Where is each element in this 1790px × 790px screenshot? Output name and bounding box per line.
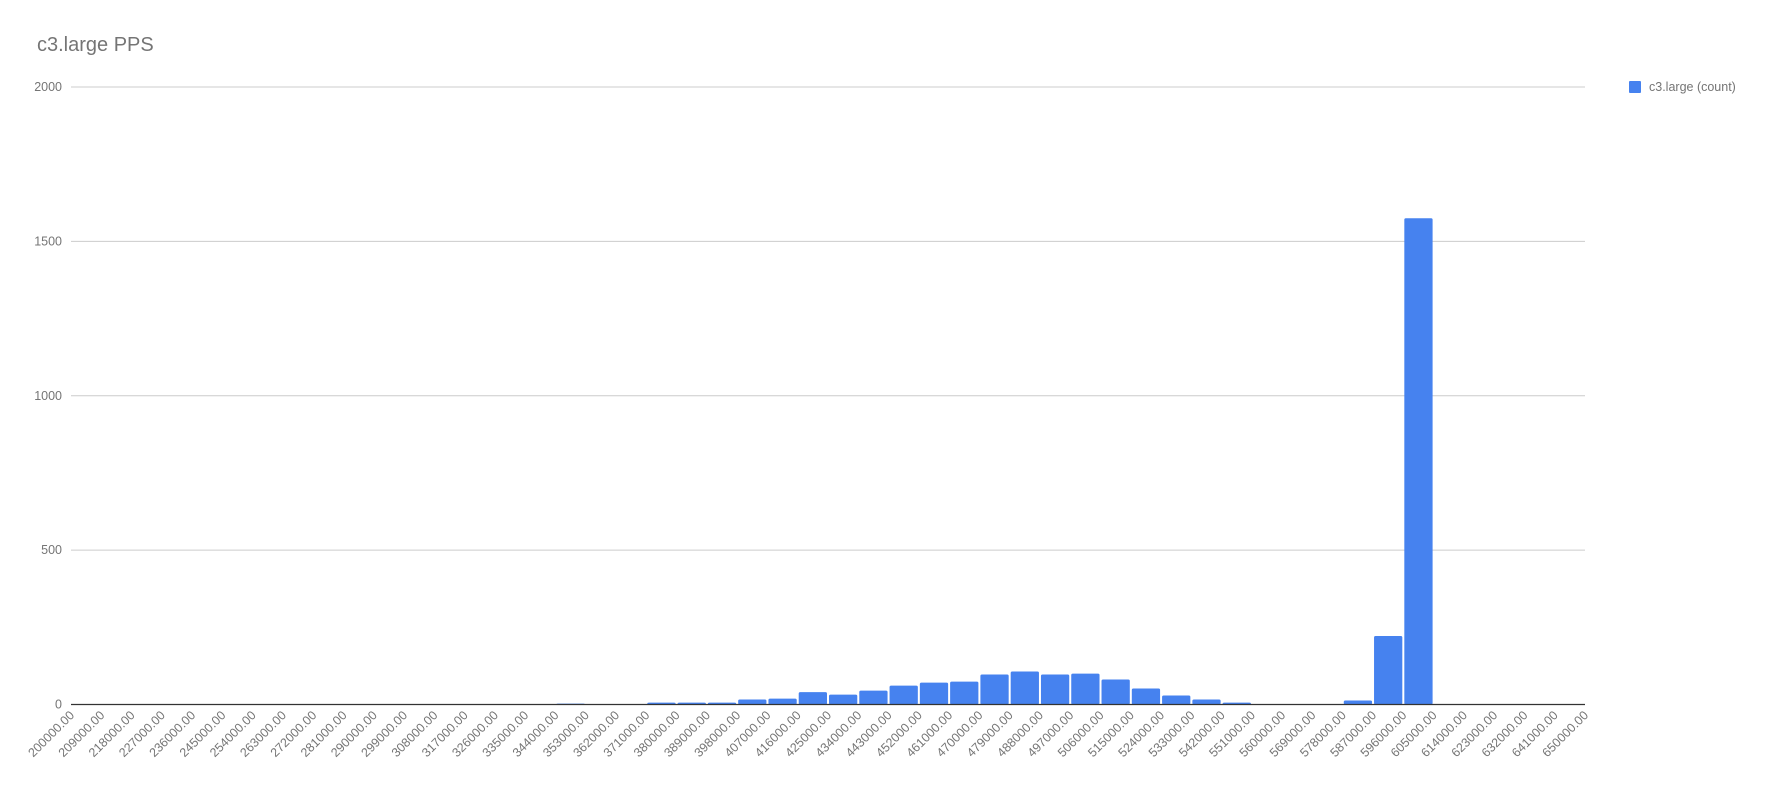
histogram-bar <box>919 682 949 705</box>
histogram-bar <box>859 690 888 705</box>
legend-swatch <box>1629 81 1641 93</box>
legend-label: c3.large (count) <box>1649 80 1736 94</box>
histogram-bar <box>768 698 797 705</box>
y-tick-label: 2000 <box>34 80 62 94</box>
y-axis-ticks: 0 500 1000 1500 2000 <box>34 80 62 712</box>
y-tick-label: 0 <box>55 698 62 712</box>
y-tick-label: 1000 <box>34 389 62 403</box>
histogram-bar <box>1131 688 1161 705</box>
histogram-bar <box>738 699 767 705</box>
chart-title: c3.large PPS <box>37 34 154 56</box>
histogram-bar <box>1374 635 1403 705</box>
histogram-bar <box>829 694 858 705</box>
x-axis-ticks: 200000.00209000.00218000.00227000.002360… <box>25 708 1591 760</box>
histogram-bar <box>1010 671 1039 705</box>
histogram-bar <box>1071 673 1100 705</box>
histogram-bar <box>980 674 1009 705</box>
histogram-bar <box>889 685 918 705</box>
histogram-bar <box>1101 679 1130 705</box>
histogram-bar <box>1040 674 1070 705</box>
bars <box>556 218 1433 705</box>
histogram-bar <box>1192 699 1221 705</box>
gridlines <box>71 86 1585 551</box>
legend[interactable]: c3.large (count) <box>1629 80 1736 94</box>
histogram-bar <box>1404 218 1433 705</box>
y-tick-label: 1500 <box>34 234 62 248</box>
histogram-bar <box>1162 695 1191 705</box>
y-tick-label: 500 <box>41 543 62 557</box>
histogram-bar <box>1343 700 1373 705</box>
histogram-bar <box>798 692 827 705</box>
histogram-bar <box>950 681 979 705</box>
